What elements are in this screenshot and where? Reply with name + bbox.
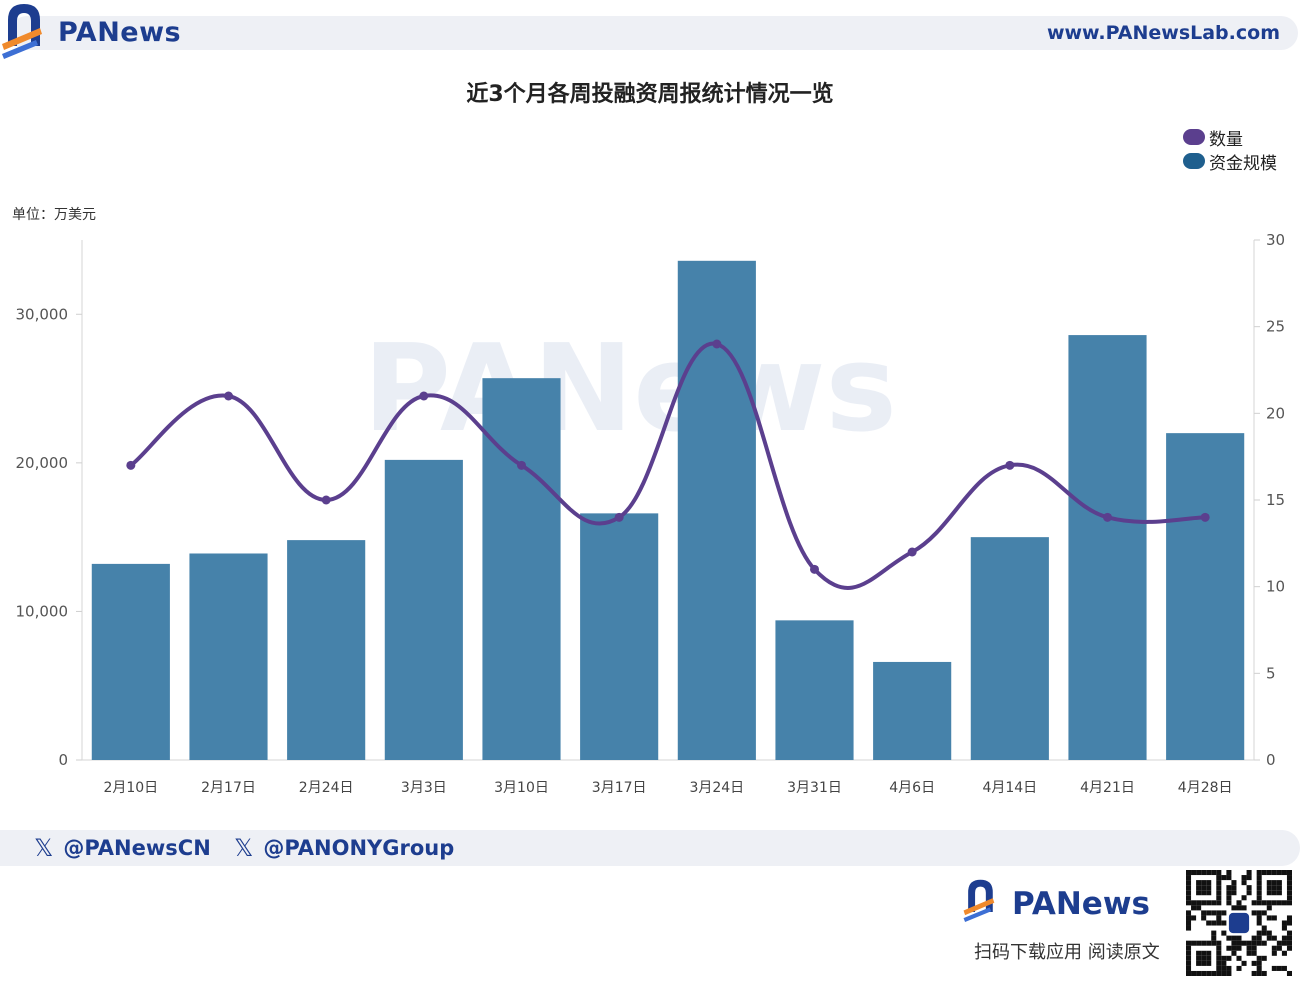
- count-point-4月14日: [1005, 460, 1015, 470]
- legend-label-amount: 资金规模: [1209, 153, 1277, 174]
- bar-2月10日: [91, 563, 170, 760]
- x-axis-label: 2月17日: [201, 780, 256, 796]
- bar-3月3日: [384, 459, 463, 760]
- chart-legend: 数量 资金规模: [1183, 125, 1277, 174]
- count-point-4月28日: [1200, 512, 1210, 522]
- count-point-2月10日: [126, 460, 136, 470]
- count-point-3月3日: [419, 391, 429, 401]
- count-point-2月24日: [321, 495, 331, 505]
- right-axis-tick-label: 25: [1266, 318, 1285, 336]
- footer-brand-name: PANews: [1012, 886, 1150, 922]
- x-axis-label: 4月14日: [982, 780, 1037, 796]
- legend-label-count: 数量: [1209, 129, 1243, 150]
- qr-code-icon[interactable]: [1186, 870, 1292, 976]
- x-axis-label: 4月28日: [1178, 780, 1233, 796]
- right-axis-tick-label: 5: [1266, 664, 1276, 682]
- bar-2月17日: [189, 553, 268, 760]
- count-point-3月10日: [517, 460, 526, 470]
- left-axis-tick-label: 20,000: [16, 454, 69, 472]
- count-point-4月21日: [1103, 512, 1112, 522]
- bar-3月17日: [580, 513, 659, 760]
- x-axis-label: 4月21日: [1080, 780, 1135, 796]
- legend-item-amount[interactable]: 资金规模: [1183, 149, 1277, 174]
- header-bar: [10, 16, 1298, 50]
- chart-title: 近3个月各周投融资周报统计情况一览: [466, 82, 834, 107]
- left-axis-tick-label: 30,000: [16, 305, 69, 323]
- bar-3月31日: [775, 620, 854, 760]
- footer-bar: [0, 830, 1300, 866]
- panews-logo-icon: [2, 4, 42, 59]
- bar-4月28日: [1166, 433, 1245, 760]
- footer-panews-logo-icon: [963, 879, 995, 922]
- social-handle-group[interactable]: 𝕏 @PANONYGroup: [234, 834, 454, 862]
- footer-tagline: 扫码下载应用 阅读原文: [974, 942, 1160, 963]
- count-point-2月17日: [224, 391, 233, 401]
- social-handle-cn-text: @PANewsCN: [63, 836, 211, 860]
- legend-item-count[interactable]: 数量: [1183, 125, 1277, 150]
- bar-3月24日: [677, 260, 756, 760]
- x-axis-label: 2月24日: [299, 780, 354, 796]
- count-point-4月6日: [907, 547, 917, 557]
- legend-swatch-amount: [1183, 153, 1205, 169]
- bar-4月14日: [970, 537, 1049, 760]
- x-axis-label: 3月31日: [787, 780, 842, 796]
- social-handle-group-text: @PANONYGroup: [263, 836, 455, 860]
- x-axis-label: 3月3日: [401, 780, 447, 796]
- x-axis-label: 3月24日: [689, 780, 744, 796]
- site-url-link[interactable]: www.PANewsLab.com: [1046, 22, 1280, 44]
- bar-4月21日: [1068, 335, 1147, 760]
- bar-4月6日: [873, 661, 952, 760]
- right-axis-tick-label: 0: [1266, 751, 1276, 769]
- social-handle-cn[interactable]: 𝕏 @PANewsCN: [34, 834, 211, 862]
- x-logo-icon: 𝕏: [34, 834, 54, 862]
- x-axis-label: 3月10日: [494, 780, 549, 796]
- unit-label: 单位：万美元: [12, 207, 96, 223]
- right-axis-tick-label: 10: [1266, 578, 1285, 596]
- x-axis-label: 3月17日: [592, 780, 647, 796]
- count-point-3月17日: [614, 512, 624, 522]
- bar-2月24日: [287, 540, 366, 760]
- bar-3月10日: [482, 378, 561, 760]
- x-axis-label: 4月6日: [889, 780, 935, 796]
- left-axis-tick-label: 0: [58, 751, 68, 769]
- header-brand-name: PANews: [58, 17, 182, 48]
- left-axis-tick-label: 10,000: [16, 602, 69, 620]
- x-logo-icon: 𝕏: [234, 834, 254, 862]
- x-axis-label: 2月10日: [103, 780, 158, 796]
- right-axis-tick-label: 30: [1266, 231, 1285, 249]
- right-axis-tick-label: 20: [1266, 404, 1285, 422]
- watermark-text: PANews: [363, 320, 897, 459]
- legend-swatch-count: [1183, 129, 1205, 145]
- count-point-3月31日: [810, 564, 819, 574]
- right-axis-tick-label: 15: [1266, 491, 1285, 509]
- count-point-3月24日: [712, 339, 722, 349]
